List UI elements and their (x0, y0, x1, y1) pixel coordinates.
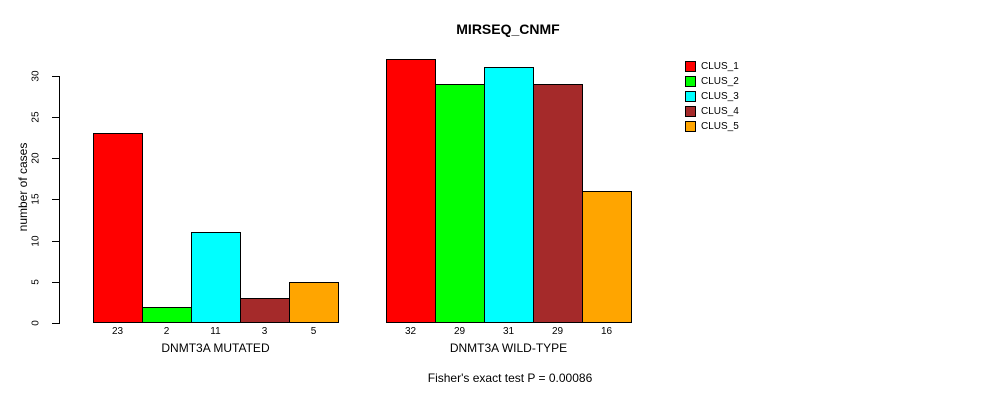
bar-dnmt3a-mutated-clus-2 (142, 306, 192, 323)
y-axis-tick-label: 0 (30, 320, 42, 326)
y-axis-tick (52, 75, 59, 77)
y-axis-tick-label: 30 (30, 69, 42, 82)
legend-swatch-clus-5 (685, 121, 696, 132)
bar-dnmt3a-wild-type-clus-1 (386, 59, 436, 323)
bar-value-label: 3 (261, 326, 268, 337)
x-axis-group-label-dnmt3a-wild-type: DNMT3A WILD-TYPE (449, 341, 568, 355)
legend-label: CLUS_2 (701, 76, 739, 87)
bar-dnmt3a-wild-type-clus-2 (435, 83, 485, 323)
annotation-text: Fisher's exact test P = 0.00086 (427, 371, 593, 385)
y-axis-tick-label: 20 (30, 152, 42, 164)
bar-value-label: 2 (163, 326, 170, 337)
bar-dnmt3a-wild-type-clus-4 (533, 83, 583, 323)
y-axis-tick (52, 199, 59, 201)
y-axis-tick (52, 240, 59, 242)
legend-swatch-clus-1 (685, 61, 696, 72)
bar-value-label: 5 (310, 326, 317, 337)
y-axis-tick-label: 15 (30, 193, 42, 205)
bar-dnmt3a-mutated-clus-5 (289, 281, 339, 323)
y-axis-tick-label: 5 (30, 278, 42, 285)
bar-dnmt3a-mutated-clus-3 (191, 232, 241, 323)
y-axis-tick-label: 25 (30, 111, 42, 123)
x-axis-group-label-dnmt3a-mutated: DNMT3A MUTATED (161, 341, 270, 355)
legend-swatch-clus-2 (685, 76, 696, 87)
y-axis-tick (52, 281, 59, 283)
legend-label: CLUS_5 (701, 121, 739, 132)
legend-label: CLUS_3 (701, 91, 739, 102)
bar-dnmt3a-wild-type-clus-5 (582, 191, 632, 323)
y-axis-tick (52, 116, 59, 118)
y-axis-tick (52, 323, 59, 324)
bar-dnmt3a-mutated-clus-4 (240, 298, 290, 323)
legend-label: CLUS_4 (701, 106, 739, 117)
y-axis-tick (52, 158, 59, 159)
bar-value-label: 11 (210, 326, 221, 337)
legend-label: CLUS_1 (701, 61, 739, 72)
legend-swatch-clus-3 (685, 91, 696, 102)
legend-swatch-clus-4 (685, 106, 696, 117)
bar-value-label: 29 (453, 326, 466, 337)
bar-value-label: 16 (600, 326, 613, 337)
bar-dnmt3a-mutated-clus-1 (93, 133, 143, 323)
bar-value-label: 23 (111, 326, 124, 337)
bar-value-label: 29 (551, 326, 564, 337)
bar-value-label: 32 (404, 326, 417, 337)
bar-dnmt3a-wild-type-clus-3 (484, 67, 534, 323)
chart-title: MIRSEQ_CNMF (456, 21, 560, 37)
y-axis-line (59, 75, 60, 324)
bar-value-label: 31 (502, 326, 515, 337)
y-axis-title: number of cases (16, 142, 30, 232)
y-axis-tick-label: 10 (30, 234, 42, 247)
